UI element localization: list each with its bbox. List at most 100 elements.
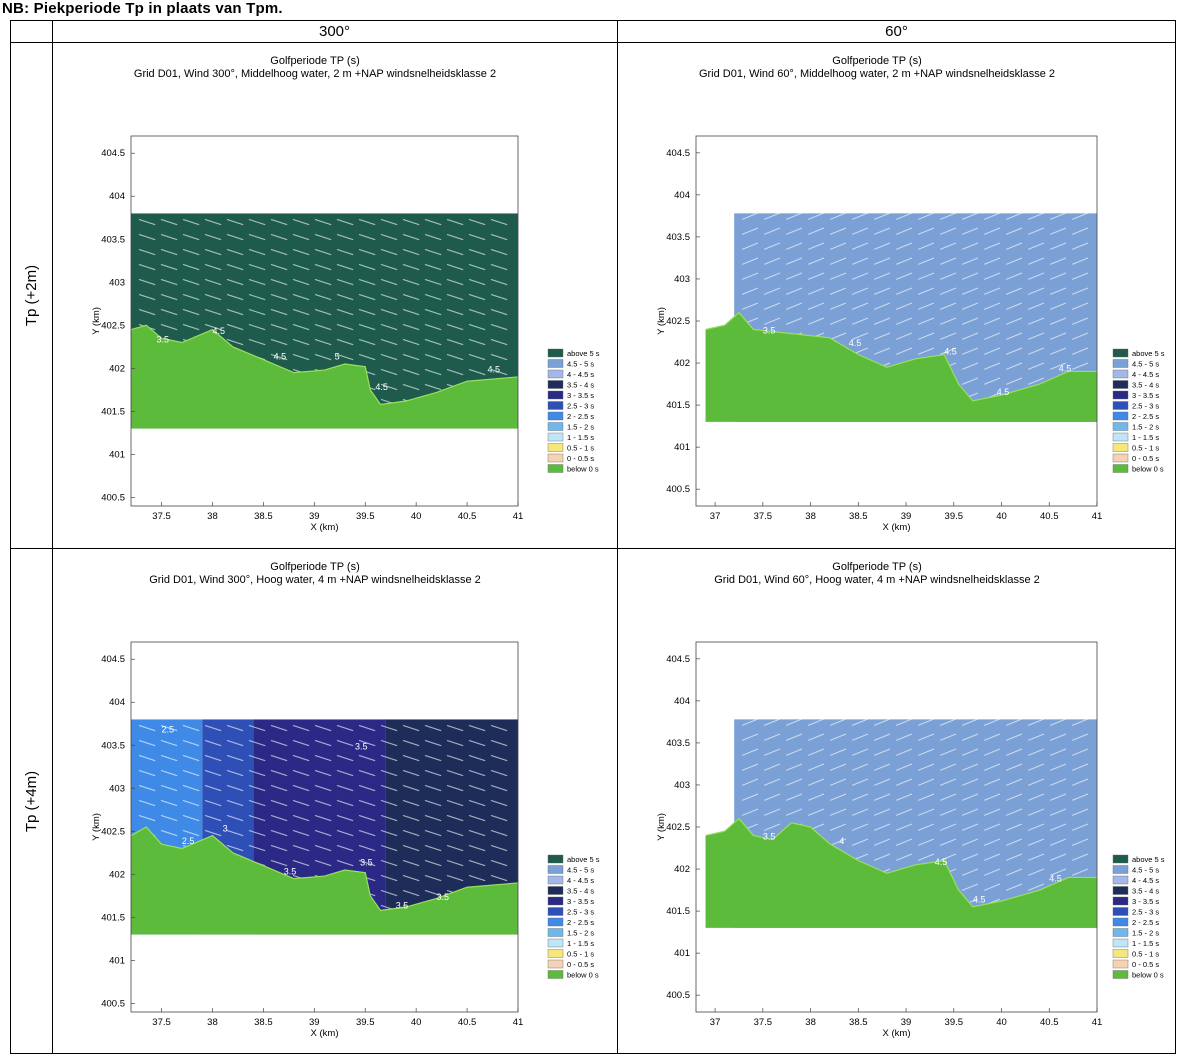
wave-direction-arrow [292,784,310,792]
wave-direction-arrow [468,859,486,867]
legend-swatch [547,464,564,473]
wave-direction-arrow [851,763,869,771]
wave-direction-arrow [851,838,869,846]
y-tick-label: 403 [109,277,125,288]
wave-direction-arrow [873,778,891,786]
y-tick-label: 404 [109,191,125,202]
wave-direction-arrow [895,778,913,786]
wave-direction-arrow [939,718,957,726]
wave-direction-arrow [490,218,508,226]
x-tick-label: 39.5 [356,1017,375,1028]
wave-direction-arrow [358,353,376,361]
wave-direction-arrow [248,724,266,732]
wave-direction-arrow [807,718,825,726]
wave-direction-arrow [160,308,178,316]
wave-direction-arrow [204,754,222,762]
wave-direction-arrow [983,868,1001,876]
legend-swatch [547,369,564,379]
wave-direction-arrow [939,733,957,741]
x-tick-label: 40.5 [1040,511,1059,522]
wave-direction-arrow [983,302,1001,310]
wave-direction-arrow [160,769,178,777]
wave-direction-arrow [160,233,178,241]
wave-direction-arrow [1027,377,1045,385]
wave-direction-arrow [873,332,891,340]
wave-direction-arrow [939,257,957,265]
wave-direction-arrow [402,739,420,747]
wave-direction-arrow [895,272,913,280]
wave-direction-arrow [961,763,979,771]
x-tick-label: 38 [805,1017,816,1028]
wave-direction-arrow [939,793,957,801]
wave-direction-arrow [336,293,354,301]
wave-direction-arrow [961,823,979,831]
wave-direction-arrow [380,814,398,822]
wave-direction-arrow [741,287,759,295]
x-tick-label: 41 [1092,511,1103,522]
contour-label: 4.5 [487,365,500,375]
legend-swatch [547,949,564,958]
wave-direction-arrow [961,242,979,250]
wave-direction-arrow [292,278,310,286]
wave-direction-arrow [402,814,420,822]
contour-label: 3.5 [156,335,169,345]
wave-direction-arrow [490,263,508,271]
legend-swatch [1112,453,1129,463]
wave-direction-arrow [468,739,486,747]
wave-direction-arrow [270,724,288,732]
wave-direction-arrow [939,242,957,250]
wave-direction-arrow [490,323,508,331]
wave-direction-arrow [829,227,847,235]
wave-direction-arrow [1071,212,1089,220]
legend-swatch [1112,896,1129,906]
wave-direction-arrow [468,874,486,882]
contour-label: 3.5 [437,892,450,902]
chart-panel-300-2m: Golfperiode TP (s) Grid D01, Wind 300°, M… [54,44,616,547]
y-axis-label: Y (km) [91,307,102,335]
wave-direction-arrow [939,332,957,340]
wave-direction-arrow [895,793,913,801]
wave-direction-arrow [160,293,178,301]
wave-direction-arrow [983,257,1001,265]
wave-direction-arrow [873,257,891,265]
wave-direction-arrow [1049,257,1067,265]
wave-direction-arrow [829,317,847,325]
wave-direction-arrow [807,793,825,801]
wave-direction-arrow [424,739,442,747]
contour-label: 3.5 [284,866,297,876]
wave-direction-arrow [939,272,957,280]
wave-direction-arrow [160,218,178,226]
wave-direction-arrow [895,212,913,220]
wave-direction-arrow [1027,317,1045,325]
wave-direction-arrow [424,874,442,882]
wave-direction-arrow [763,733,781,741]
y-tick-label: 402 [674,358,690,369]
wave-direction-arrow [204,263,222,271]
legend-swatch [547,896,564,906]
coastline [705,311,1097,402]
wave-direction-arrow [380,263,398,271]
wave-direction-arrow [1005,823,1023,831]
wave-direction-arrow [314,859,332,867]
x-tick-label: 38 [207,1017,218,1028]
wave-direction-arrow [851,733,869,741]
wave-direction-arrow [226,308,244,316]
wave-direction-arrow [851,257,869,265]
contour-label: 4.5 [212,326,225,336]
wave-direction-arrow [248,338,266,346]
legend-label: below 0 s [1132,971,1164,980]
wave-direction-arrow [895,317,913,325]
wave-direction-arrow [785,778,803,786]
wave-direction-arrow [314,784,332,792]
wave-direction-arrow [270,263,288,271]
wave-direction-arrow [182,233,200,241]
wave-direction-arrow [1049,778,1067,786]
wave-direction-arrow [138,754,156,762]
wave-direction-arrow [939,212,957,220]
wave-direction-arrow [939,748,957,756]
x-tick-label: 38.5 [254,511,272,522]
legend-swatch [547,938,564,948]
wave-direction-arrow [160,263,178,271]
legend-label: 3.5 - 4 s [567,887,594,896]
wave-direction-arrow [763,287,781,295]
